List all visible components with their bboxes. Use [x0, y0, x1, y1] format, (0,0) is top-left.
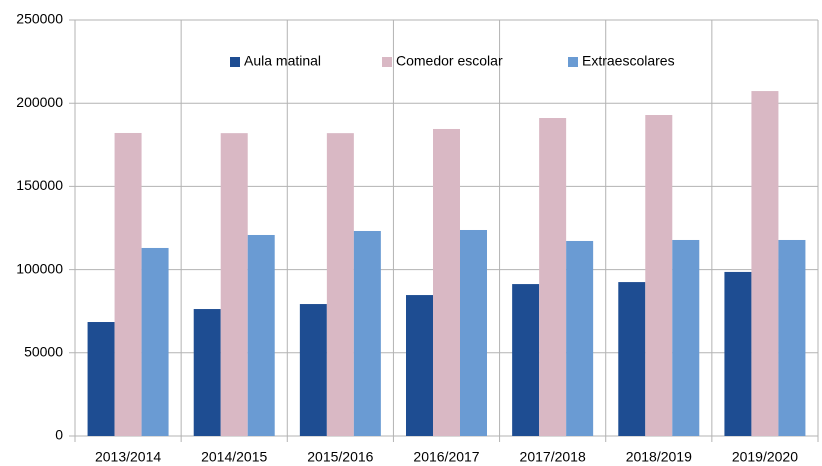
bar	[618, 282, 646, 436]
legend-label: Aula matinal	[244, 53, 321, 69]
bar	[353, 230, 381, 436]
x-tick-label: 2019/2020	[732, 449, 798, 465]
x-tick-label: 2013/2014	[95, 449, 161, 465]
bar	[406, 295, 433, 436]
y-tick-label: 250000	[16, 11, 63, 27]
x-tick-label: 2014/2015	[201, 449, 267, 465]
bar	[751, 91, 779, 437]
legend-label: Extraescolares	[582, 53, 675, 69]
y-tick-label: 150000	[16, 177, 63, 193]
x-tick-label: 2015/2016	[307, 449, 373, 465]
legend-label: Comedor escolar	[396, 53, 503, 69]
y-tick-label: 100000	[16, 260, 63, 276]
legend-swatch	[382, 57, 392, 67]
bar	[645, 115, 673, 436]
legend-swatch	[568, 57, 578, 67]
bar	[566, 240, 594, 436]
bar	[778, 239, 806, 436]
x-tick-label: 2016/2017	[413, 449, 479, 465]
bar	[326, 133, 354, 437]
y-tick-label: 0	[55, 427, 63, 443]
bar	[460, 229, 487, 436]
y-tick-label: 50000	[24, 344, 63, 360]
y-tick-label: 200000	[16, 94, 63, 110]
bar	[539, 118, 567, 437]
bar	[433, 128, 460, 436]
x-tick-label: 2017/2018	[520, 449, 586, 465]
bar	[724, 271, 752, 436]
bar	[193, 309, 221, 436]
bar	[672, 239, 700, 436]
bar	[141, 247, 169, 436]
legend-swatch	[230, 57, 240, 67]
x-tick-label: 2018/2019	[626, 449, 692, 465]
bar	[512, 284, 540, 436]
bar	[247, 234, 275, 436]
bar	[87, 322, 115, 436]
bar	[114, 132, 142, 436]
bar	[299, 304, 327, 436]
bar	[220, 133, 248, 437]
